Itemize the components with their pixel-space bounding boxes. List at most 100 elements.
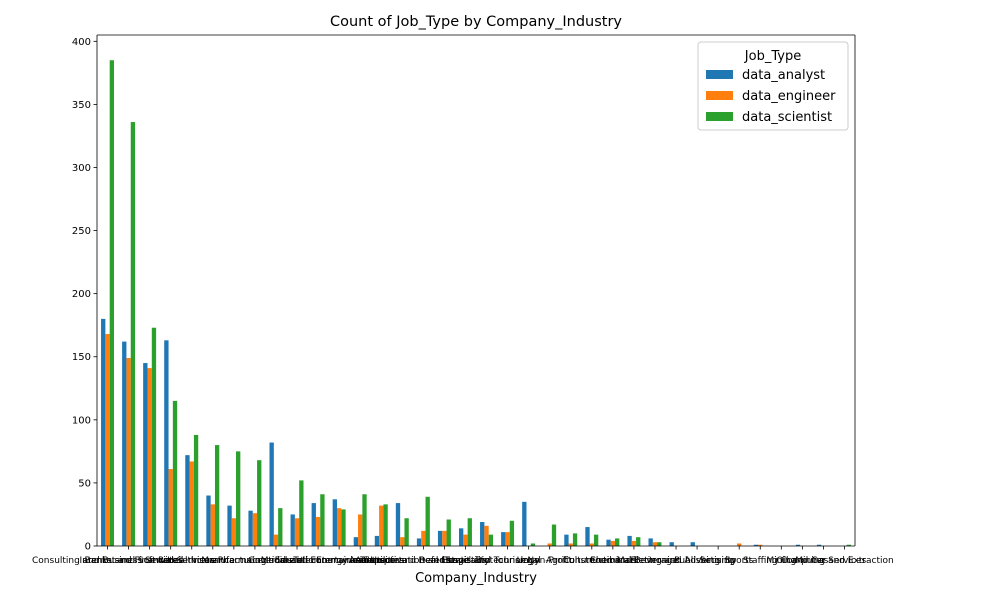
legend-label-data_scientist: data_scientist (742, 110, 832, 125)
x-tick-label-13: Automotive (355, 556, 408, 566)
bar-data_scientist-6 (236, 451, 241, 546)
x-tick-label-14: Aerospace and Defense (349, 556, 456, 566)
bar-data_scientist-5 (214, 445, 220, 546)
bar-data_engineer-4 (189, 461, 194, 546)
x-tick-label-32: Mining (766, 556, 796, 566)
bar-data_engineer-15 (421, 530, 426, 546)
bar-data_engineer-14 (400, 537, 405, 546)
x-tick-label-35: Mining and Extraction (795, 556, 894, 566)
y-tick-label-150: 150 (72, 352, 91, 363)
x-tick-label-7: Pharmaceuticals (218, 556, 293, 566)
bar-data_scientist-17 (467, 518, 472, 546)
bar-data_engineer-13 (379, 505, 384, 546)
bar-data_analyst-23 (585, 527, 590, 546)
bar-data_engineer-25 (631, 540, 637, 546)
x-tick-label-3: Retail (158, 556, 183, 566)
bar-data_engineer-16 (442, 530, 447, 546)
bar-data_engineer-11 (336, 508, 342, 546)
bar-data_engineer-6 (231, 518, 237, 546)
bar-data_scientist-1 (130, 122, 136, 546)
bar-data_analyst-18 (480, 522, 485, 546)
bar-data_scientist-8 (278, 508, 283, 546)
bar-data_engineer-1 (126, 358, 131, 546)
bar-data_scientist-13 (383, 504, 388, 546)
bar-data_scientist-19 (509, 520, 515, 546)
bar-data_analyst-17 (459, 528, 464, 546)
x-tick-label-20: Legal (517, 556, 541, 566)
bar-data_analyst-27 (669, 542, 674, 546)
bar-data_analyst-10 (311, 503, 316, 546)
bar-data_analyst-6 (227, 505, 232, 546)
bar-data_analyst-7 (248, 510, 253, 546)
bar-data_engineer-7 (252, 513, 258, 546)
x-tick-label-27: Marketing and Advertising (617, 556, 735, 566)
bar-data_scientist-21 (551, 524, 557, 546)
legend-swatch-data_analyst (706, 70, 733, 79)
x-tick-label-22: Agriculture (546, 556, 596, 566)
legend-title: Job_Type (744, 49, 801, 64)
y-tick-label-250: 250 (72, 226, 91, 237)
bar-data_analyst-9 (290, 514, 295, 546)
bar-data_analyst-14 (395, 503, 401, 546)
x-tick-label-28: Publishing (674, 556, 720, 566)
x-tick-label-16: Real Estate (419, 556, 470, 566)
x-tick-label-2: Banks and Financial Services (85, 556, 215, 566)
bar-data_engineer-26 (652, 542, 658, 546)
x-tick-label-10: Media and Entertainment (261, 556, 376, 566)
bar-data_engineer-17 (463, 534, 468, 546)
x-tick-label-0: Consulting and Business Services (32, 556, 183, 566)
bar-data_scientist-18 (488, 534, 494, 546)
bar-data_analyst-3 (164, 340, 169, 546)
x-tick-label-4: Healthcare (167, 556, 217, 566)
bar-data_analyst-26 (648, 538, 653, 546)
bar-data_engineer-0 (105, 334, 110, 546)
bar-data_analyst-20 (522, 501, 527, 546)
bar-data_scientist-14 (404, 518, 409, 546)
x-tick-label-30: Sports (725, 556, 754, 566)
bar-data_analyst-4 (185, 455, 190, 546)
bar-data_engineer-2 (147, 368, 152, 546)
bar-data_scientist-22 (572, 533, 578, 546)
x-tick-label-12: Energy and Utilities (316, 556, 404, 566)
bar-data_scientist-24 (615, 538, 620, 546)
x-tick-label-8: Government (248, 556, 305, 566)
x-tick-label-15: Transportation and Logistics (359, 556, 487, 566)
bar-data_analyst-5 (206, 495, 211, 546)
bar-data_scientist-7 (257, 460, 262, 546)
x-tick-label-34: Computer Services (781, 556, 867, 566)
legend-swatch-data_engineer (706, 91, 733, 100)
bar-data_analyst-33 (795, 544, 801, 546)
x-tick-label-31: Staffing (743, 556, 778, 566)
bar-data_engineer-30 (737, 543, 742, 546)
bar-data_engineer-9 (294, 518, 300, 546)
bar-data_scientist-12 (362, 494, 367, 546)
x-axis-label: Company_Industry (415, 571, 537, 586)
bar-data_analyst-22 (564, 534, 569, 546)
bar-data_analyst-31 (753, 544, 759, 546)
bar-data_analyst-8 (269, 442, 274, 546)
bar-data_analyst-28 (690, 542, 695, 546)
bar-data_scientist-15 (425, 496, 430, 546)
bar-data_analyst-2 (143, 363, 148, 546)
x-tick-label-25: Food and Beverage (590, 556, 678, 566)
x-tick-label-1: Internet and Software (80, 556, 179, 566)
bar-data_engineer-18 (484, 525, 489, 546)
y-tick-label-400: 400 (72, 37, 91, 48)
x-tick-label-24: Chemicals (590, 556, 637, 566)
bar-data_scientist-23 (593, 534, 599, 546)
bar-data_scientist-0 (109, 60, 115, 546)
bar-data_scientist-4 (193, 434, 199, 546)
bar-data_engineer-3 (168, 469, 173, 546)
bar-data_scientist-10 (320, 494, 325, 546)
bar-data_scientist-16 (446, 519, 451, 546)
bar-data_scientist-11 (341, 509, 346, 546)
chart-title: Count of Job_Type by Company_Industry (330, 14, 622, 30)
x-tick-label-33: Oil and Gas (776, 556, 828, 566)
bar-data_analyst-15 (416, 538, 422, 546)
legend-swatch-data_scientist (706, 112, 733, 121)
bar-data_engineer-31 (758, 544, 763, 546)
legend-label-data_engineer: data_engineer (742, 89, 836, 104)
bar-data_engineer-19 (505, 532, 510, 546)
bar-data_analyst-24 (606, 539, 611, 546)
x-tick-label-11: Telecommunications (292, 556, 385, 566)
